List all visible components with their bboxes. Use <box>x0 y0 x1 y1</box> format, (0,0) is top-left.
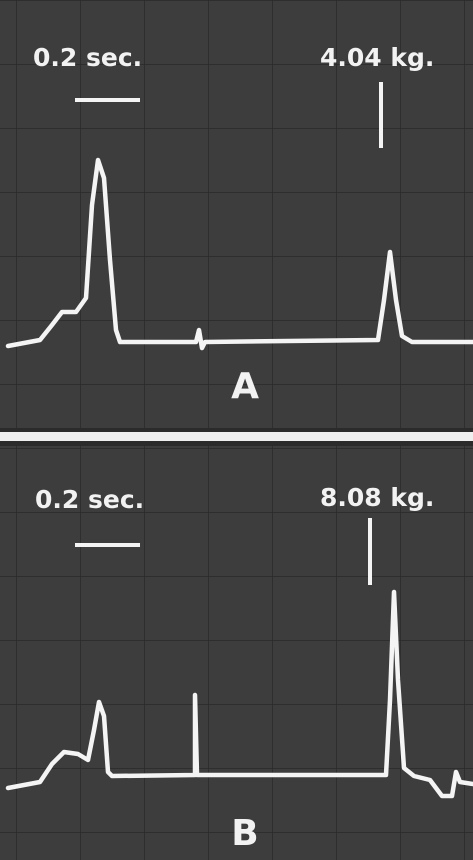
separator <box>0 432 473 441</box>
force-scale: 8.08 kg. <box>320 483 434 512</box>
time-scale: 0.2 sec. <box>33 43 142 72</box>
panel-label: B <box>231 813 258 854</box>
oscilloscope-figure: 0.2 sec. 4.04 kg. A 0.2 sec. 8.08 kg. B <box>0 0 473 860</box>
force-scale: 4.04 kg. <box>320 43 434 72</box>
panel-label: A <box>231 366 259 407</box>
page: 0.2 sec. 4.04 kg. A 0.2 sec. 8.08 kg. B … <box>0 0 473 860</box>
time-scale: 0.2 sec. <box>35 485 144 514</box>
